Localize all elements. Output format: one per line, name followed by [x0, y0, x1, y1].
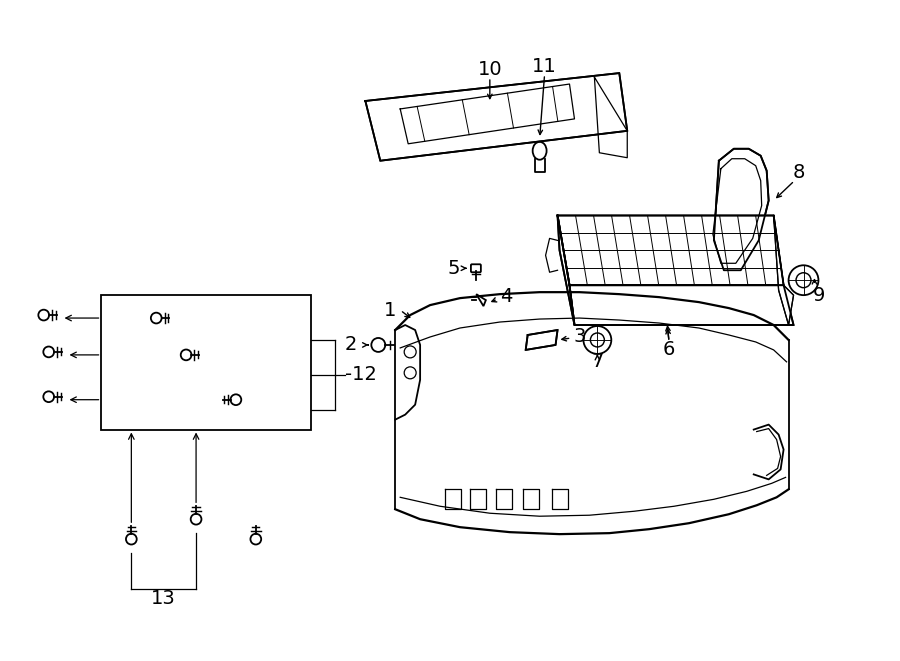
Polygon shape: [753, 424, 784, 479]
Polygon shape: [365, 73, 627, 161]
Text: 3: 3: [573, 327, 586, 346]
Text: -12: -12: [346, 366, 377, 384]
Text: 9: 9: [813, 286, 824, 305]
Bar: [102, 295, 310, 430]
Text: 2: 2: [344, 335, 356, 354]
Text: 13: 13: [151, 590, 176, 608]
Text: 6: 6: [663, 340, 675, 360]
Polygon shape: [774, 215, 794, 325]
Text: 4: 4: [500, 287, 512, 305]
Polygon shape: [476, 294, 486, 306]
Text: 1: 1: [384, 301, 396, 319]
Polygon shape: [557, 215, 784, 285]
Text: 7: 7: [591, 352, 604, 371]
Polygon shape: [714, 149, 769, 270]
Polygon shape: [526, 330, 557, 350]
Text: 5: 5: [447, 258, 460, 278]
Text: 8: 8: [792, 163, 805, 182]
Polygon shape: [557, 215, 574, 325]
Text: 11: 11: [532, 57, 557, 75]
Polygon shape: [570, 285, 794, 325]
Polygon shape: [395, 325, 420, 420]
Text: 10: 10: [478, 59, 502, 79]
